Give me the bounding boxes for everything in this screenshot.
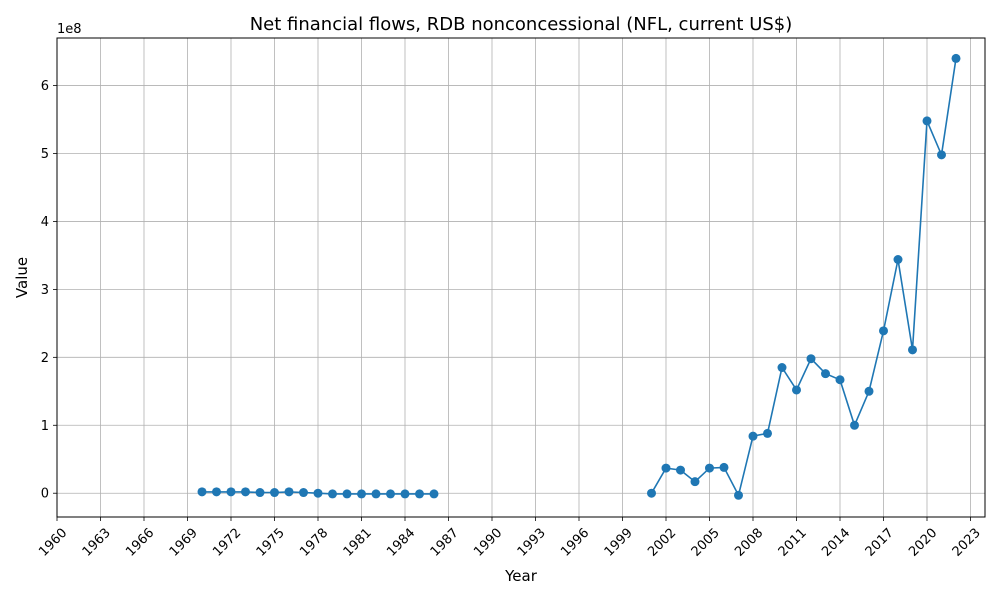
- x-tick-label: 2008: [732, 526, 766, 560]
- data-point: [937, 150, 946, 160]
- x-axis-ticks: 1960 1963 1966 1969 1972 1975 1978 1981 1984 1987…: [36, 517, 984, 560]
- data-point: [299, 488, 308, 498]
- data-point: [328, 489, 337, 499]
- x-axis-label: Year: [504, 567, 538, 585]
- x-tick-label: 2002: [645, 526, 679, 560]
- x-tick-label: 1972: [210, 526, 244, 560]
- data-point: [342, 489, 352, 499]
- y-axis-label: Value: [13, 257, 31, 298]
- x-tick-label: 1966: [123, 526, 157, 560]
- data-point: [386, 489, 395, 499]
- y-tick-label: 0: [41, 487, 49, 502]
- data-point: [255, 488, 265, 498]
- data-point: [835, 375, 845, 385]
- x-tick-label: 2023: [950, 526, 984, 560]
- data-point: [792, 385, 801, 395]
- y-tick-label: 1: [41, 419, 49, 434]
- x-tick-label: 1996: [558, 526, 592, 560]
- x-tick-label: 1981: [341, 526, 375, 560]
- data-point: [284, 487, 294, 497]
- grid: [56, 38, 985, 517]
- x-tick-label: 2011: [776, 526, 810, 560]
- x-tick-label: 1984: [384, 526, 418, 560]
- x-tick-label: 2020: [906, 526, 940, 560]
- x-tick-label: 1960: [36, 526, 70, 560]
- data-point: [908, 345, 917, 355]
- plot-frame: [56, 37, 986, 518]
- y-tick-label: 3: [41, 283, 49, 298]
- data-point: [197, 487, 207, 497]
- data-point: [893, 254, 903, 264]
- data-point: [748, 431, 758, 441]
- data-point: [357, 489, 366, 499]
- x-tick-label: 1990: [471, 526, 505, 560]
- data-point: [371, 489, 381, 499]
- data-point: [415, 489, 424, 499]
- series-line-segment: [650, 58, 957, 498]
- data-point: [734, 490, 743, 500]
- y-axis-ticks: 0 1 2 3 4 5 6: [41, 79, 57, 502]
- x-tick-label: 1963: [80, 526, 114, 560]
- data-point: [705, 463, 714, 473]
- x-tick-label: 1987: [428, 526, 462, 560]
- data-point: [879, 326, 888, 336]
- x-tick-label: 1978: [297, 526, 331, 560]
- data-point: [806, 354, 816, 364]
- data-point: [313, 488, 323, 498]
- x-tick-label: 2017: [863, 526, 897, 560]
- data-point: [647, 488, 656, 498]
- x-tick-label: 1993: [515, 526, 549, 560]
- data-point: [429, 489, 439, 499]
- data-point: [690, 477, 700, 487]
- series-points-layer: [197, 53, 961, 500]
- data-point: [270, 488, 279, 498]
- data-point: [676, 465, 685, 475]
- y-tick-label: 2: [41, 351, 49, 366]
- chart-title: Net financial flows, RDB nonconcessional…: [250, 14, 793, 35]
- data-point: [212, 487, 221, 497]
- data-point: [777, 363, 787, 373]
- x-tick-label: 2014: [819, 526, 853, 560]
- data-point: [661, 463, 671, 473]
- x-tick-label: 1969: [167, 526, 201, 560]
- x-tick-label: 2005: [689, 526, 723, 560]
- data-point: [763, 428, 772, 438]
- data-point: [226, 487, 236, 497]
- x-tick-label: 1975: [254, 526, 288, 560]
- y-tick-label: 5: [41, 147, 49, 162]
- data-point: [864, 386, 874, 396]
- data-point: [821, 369, 830, 379]
- data-point: [241, 487, 250, 497]
- data-point: [400, 489, 410, 499]
- data-point: [850, 420, 859, 430]
- x-tick-label: 1999: [602, 526, 636, 560]
- y-axis-scale-label: 1e8: [57, 22, 82, 37]
- data-point: [951, 53, 961, 63]
- data-point: [719, 462, 729, 472]
- y-tick-label: 4: [41, 215, 49, 230]
- data-point: [922, 116, 932, 126]
- y-tick-label: 6: [41, 79, 49, 94]
